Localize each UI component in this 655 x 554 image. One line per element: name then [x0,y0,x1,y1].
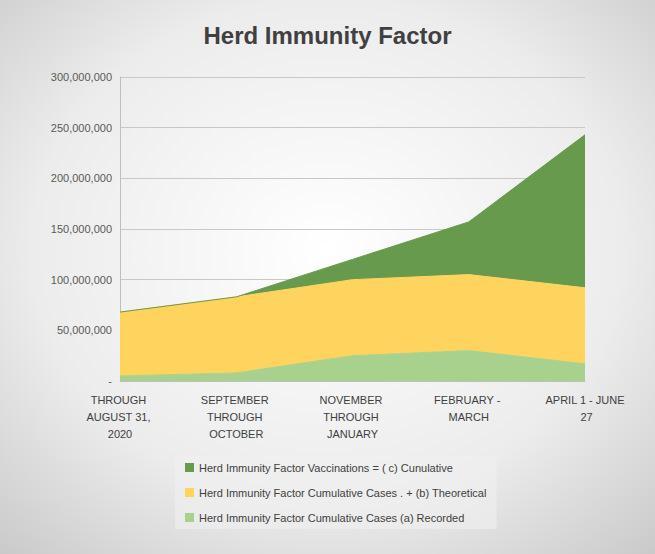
svg-text:Herd Immunity Factor: Herd Immunity Factor [203,22,451,49]
svg-text:APRIL 1 - JUNE: APRIL 1 - JUNE [545,394,624,406]
svg-text:27: 27 [577,411,592,423]
svg-text:JANUARY: JANUARY [327,428,379,440]
svg-text:THROUGH: THROUGH [91,394,150,406]
svg-text:SEPTEMBER: SEPTEMBER [201,394,272,406]
svg-text:MARCH: MARCH [449,411,489,423]
svg-text:200,000,000: 200,000,000 [51,172,112,184]
svg-text:2020: 2020 [108,428,132,440]
svg-text:FEBRUARY -: FEBRUARY - [434,394,503,406]
svg-text:AUGUST 31,: AUGUST 31, [86,411,153,423]
svg-text:100,000,000: 100,000,000 [51,274,112,286]
svg-text:Herd Immunity Factor Cumulativ: Herd Immunity Factor Cumulative Cases (a… [199,512,464,524]
svg-text:Herd Immunity Factor Vaccinati: Herd Immunity Factor Vaccinations = ( c)… [199,462,453,474]
svg-text:OCTOBER: OCTOBER [209,428,263,440]
svg-text:Herd Immunity Factor Cumulativ: Herd Immunity Factor Cumulative Cases . … [199,487,486,499]
svg-text:-: - [108,375,112,387]
svg-text:250,000,000: 250,000,000 [51,122,112,134]
svg-text:50,000,000: 50,000,000 [57,324,112,336]
svg-text:150,000,000: 150,000,000 [51,223,112,235]
svg-text:300,000,000: 300,000,000 [51,71,112,83]
svg-text:THROUGH: THROUGH [207,411,266,423]
svg-text:NOVEMBER: NOVEMBER [319,394,385,406]
svg-text:THROUGH: THROUGH [323,411,382,423]
